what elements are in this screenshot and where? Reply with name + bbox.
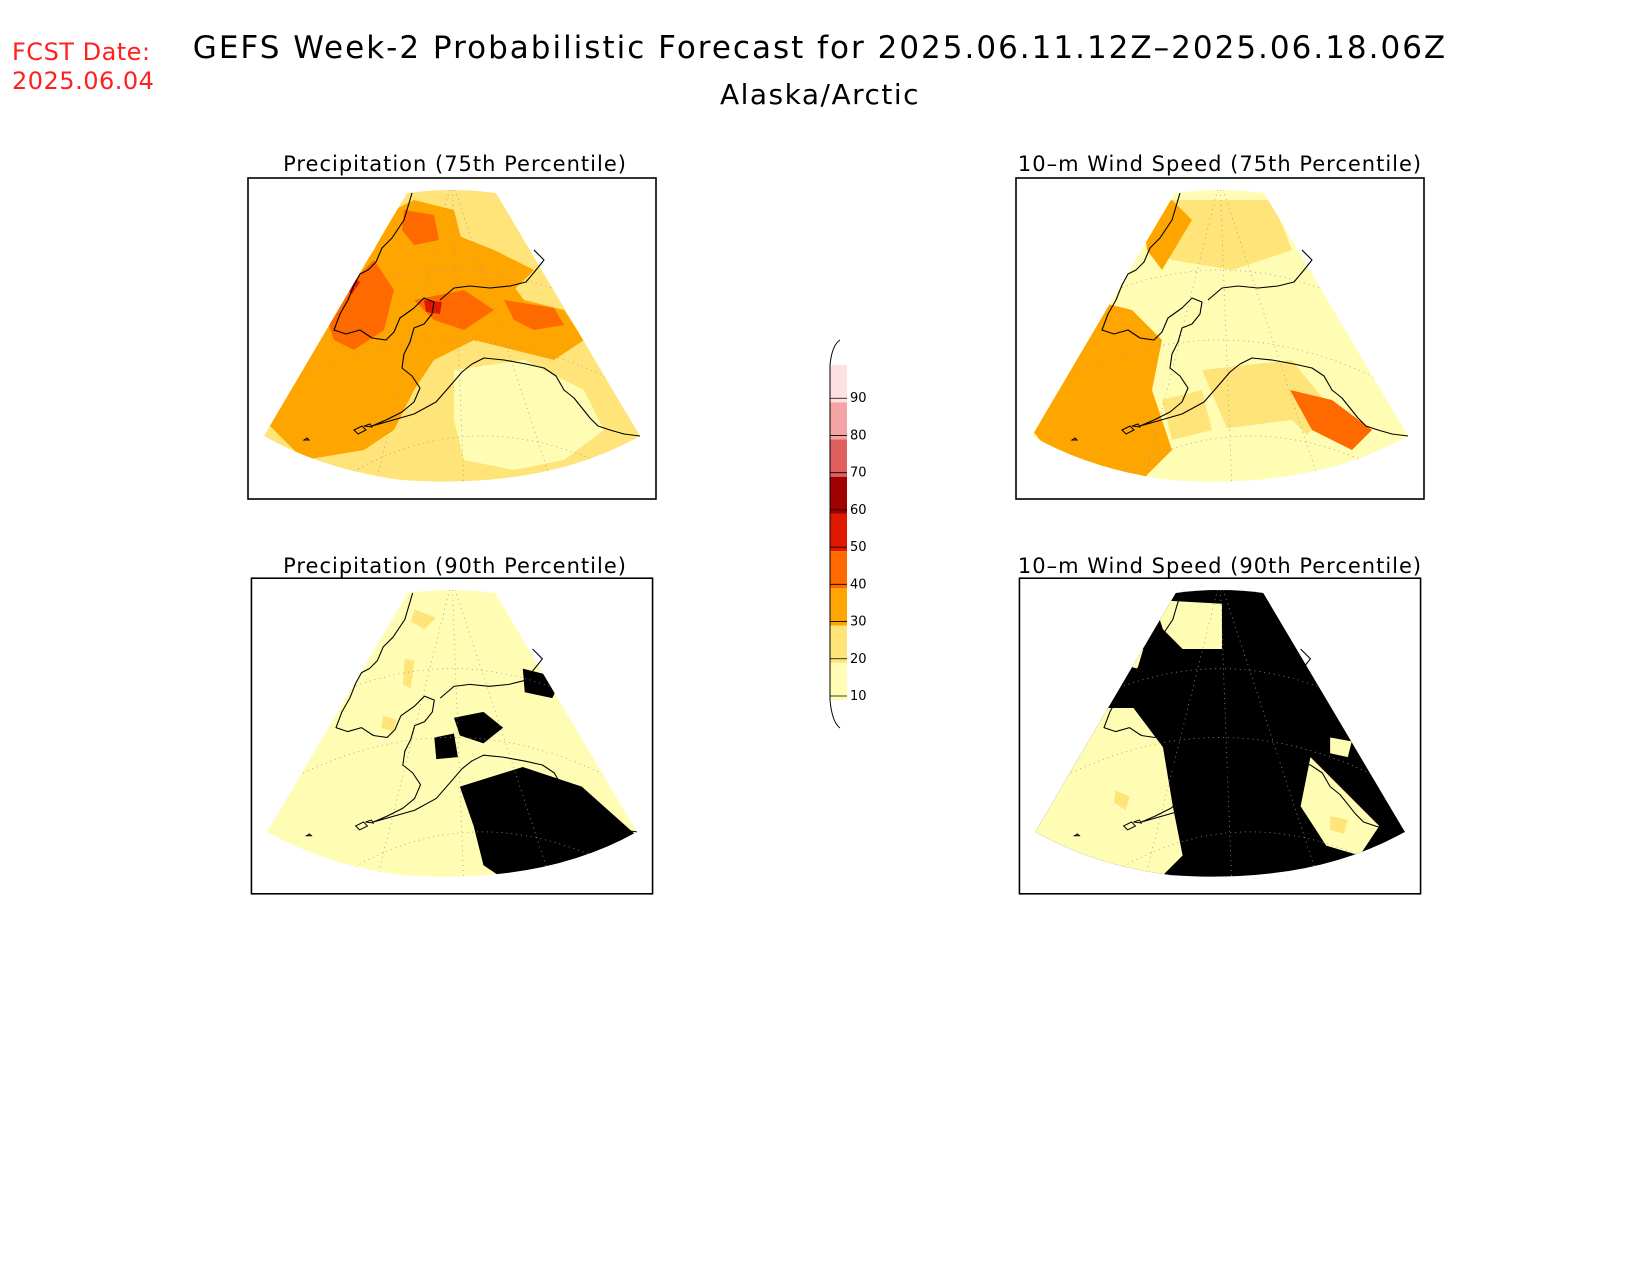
map-precip-75: [247, 177, 657, 500]
graticule: [276, 590, 628, 877]
map-frame: [247, 177, 657, 500]
shading-region: [504, 300, 564, 330]
forecast-date-block: FCST Date: 2025.06.04: [12, 38, 154, 96]
graticule: [1044, 590, 1396, 877]
color-bar-segment: [830, 365, 847, 403]
region-subtitle: Alaska/Arctic: [719, 78, 921, 111]
shading-region: [1330, 816, 1348, 834]
map-frame: [1015, 177, 1425, 500]
map-frame: [1018, 577, 1422, 895]
shading-region: [384, 230, 534, 290]
graticule: [1041, 190, 1399, 482]
color-bar-tick-label: 60: [850, 503, 867, 518]
color-bar-top-end: [829, 339, 841, 366]
shading-region: [402, 210, 439, 245]
color-bar-tick-label: 50: [850, 540, 867, 555]
panel-title-precip-90: Precipitation (90th Percentile): [283, 554, 627, 578]
color-bar-tick-label: 70: [850, 466, 867, 481]
color-bar-segment: [830, 476, 847, 514]
color-bar-tick-label: 10: [850, 689, 867, 704]
shading-region: [453, 711, 504, 744]
map-frame: [250, 577, 654, 895]
islands: [302, 423, 374, 441]
color-bar-tick-label: 90: [850, 391, 867, 406]
map-wind-75: [1015, 177, 1425, 500]
shading-region: [414, 290, 494, 330]
color-bar-legend: 10 20 30 40 50 60 70 80 90: [829, 339, 867, 729]
map-precip-90: [250, 577, 654, 895]
color-bar-segment: [830, 625, 847, 663]
shading-region: [264, 200, 584, 460]
panel-title-wind-90: 10–m Wind Speed (90th Percentile): [1017, 554, 1423, 578]
islands: [304, 819, 375, 837]
graticule: [273, 190, 631, 482]
islands: [1072, 819, 1143, 837]
color-bar-segment: [830, 551, 847, 589]
coastline: [1103, 592, 1405, 833]
shading-region: [1113, 790, 1130, 811]
color-bar-tick-label: 80: [850, 428, 867, 443]
shading-region: [1300, 757, 1380, 856]
coastline: [1101, 192, 1409, 437]
shading-region: [522, 668, 563, 699]
color-bar-segment: [830, 513, 847, 552]
main-title: GEFS Week-2 Probabilistic Forecast for 2…: [192, 30, 1448, 66]
color-bar-bottom-end: [829, 699, 841, 729]
color-bar-segment: [830, 588, 847, 626]
shading-region: [1212, 420, 1332, 482]
map-wind-90: [1018, 577, 1422, 895]
coastline: [335, 592, 637, 833]
shading-region: [454, 360, 604, 470]
coastline: [333, 192, 641, 437]
shading-region: [320, 629, 335, 646]
shading-region: [434, 733, 458, 760]
shading-region: [1162, 390, 1212, 440]
forecast-date-label: FCST Date:: [12, 38, 151, 66]
shading-region: [1330, 737, 1352, 758]
shading-region: [589, 629, 608, 649]
color-bar-tick-label: 20: [850, 652, 867, 667]
color-bar-segment: [830, 662, 847, 700]
shading-region: [1290, 390, 1372, 450]
shading-region: [402, 658, 415, 689]
shading-region: [381, 715, 397, 732]
color-bar-tick-label: 40: [850, 577, 867, 592]
shading-region: [459, 766, 637, 877]
color-bar-tick-label: 30: [850, 615, 867, 630]
panel-title-precip-75: Precipitation (75th Percentile): [283, 152, 627, 176]
islands: [1070, 423, 1142, 441]
shading-region: [410, 609, 437, 630]
panel-title-wind-75: 10–m Wind Speed (75th Percentile): [1017, 152, 1423, 176]
color-bar-segment: [830, 439, 847, 477]
shading-region: [324, 260, 394, 350]
forecast-date-value: 2025.06.04: [12, 67, 155, 95]
color-bar-segment: [830, 402, 847, 440]
